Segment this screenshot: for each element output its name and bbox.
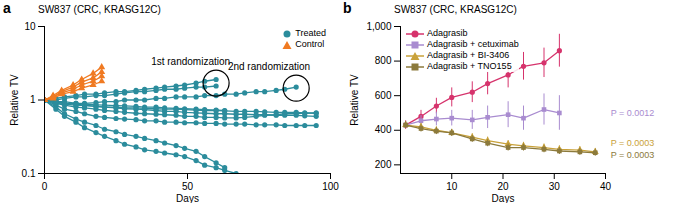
- svg-text:Relative TV: Relative TV: [349, 74, 360, 126]
- svg-text:40: 40: [600, 181, 612, 192]
- svg-text:1,000: 1,000: [366, 21, 391, 32]
- svg-text:P = 0.0003: P = 0.0003: [611, 138, 655, 148]
- svg-text:Days: Days: [492, 193, 515, 203]
- html-text:Treated: Treated: [295, 28, 326, 38]
- html-text:a: a: [3, 0, 11, 16]
- svg-text:100: 100: [322, 181, 339, 192]
- svg-text:10: 10: [446, 181, 458, 192]
- svg-text:1st randomization: 1st randomization: [151, 56, 230, 67]
- svg-text:200: 200: [375, 159, 392, 170]
- html-text:SW837 (CRC, KRASG12C): SW837 (CRC, KRASG12C): [394, 4, 517, 15]
- svg-text:10: 10: [24, 21, 36, 32]
- svg-text:Relative TV: Relative TV: [9, 74, 20, 126]
- html-text:Adagrasib: Adagrasib: [427, 28, 468, 38]
- html-text:Control: Control: [295, 39, 325, 49]
- svg-text:800: 800: [375, 55, 392, 66]
- html-text:SW837 (CRC, KRASG12C): SW837 (CRC, KRASG12C): [38, 4, 161, 15]
- html-text:Adagrasib + cetuximab: Adagrasib + cetuximab: [427, 39, 519, 49]
- svg-text:2nd randomization: 2nd randomization: [228, 61, 310, 72]
- html-text:Adagrasib + BI-3406: Adagrasib + BI-3406: [427, 50, 510, 60]
- svg-text:50: 50: [182, 181, 194, 192]
- svg-text:Days: Days: [176, 193, 199, 203]
- svg-text:0.1: 0.1: [22, 168, 36, 179]
- svg-text:1: 1: [30, 94, 36, 105]
- html-text:b: b: [343, 0, 352, 16]
- svg-text:400: 400: [375, 124, 392, 135]
- svg-text:0: 0: [42, 181, 48, 192]
- svg-text:30: 30: [549, 181, 561, 192]
- svg-text:P = 0.0003: P = 0.0003: [611, 150, 655, 160]
- svg-text:20: 20: [497, 181, 509, 192]
- html-text:Adagrasib + TNO155: Adagrasib + TNO155: [427, 61, 512, 71]
- svg-text:600: 600: [375, 90, 392, 101]
- svg-text:P = 0.0012: P = 0.0012: [611, 108, 655, 118]
